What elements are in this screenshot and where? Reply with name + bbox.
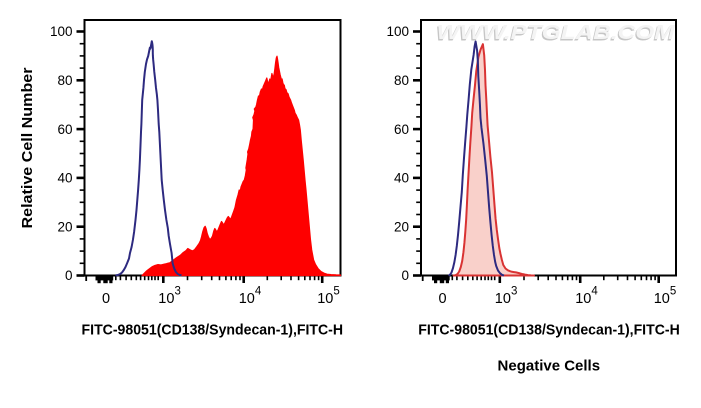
svg-text:3: 3 [511,285,517,297]
svg-text:0: 0 [65,268,73,283]
svg-text:20: 20 [57,219,72,234]
svg-text:0: 0 [102,291,110,307]
svg-text:0: 0 [401,268,409,283]
svg-text:40: 40 [394,171,409,186]
svg-text:60: 60 [394,122,409,137]
svg-text:FITC-98051(CD138/Syndecan-1),F: FITC-98051(CD138/Syndecan-1),FITC-H [82,322,344,339]
svg-text:4: 4 [255,285,262,297]
svg-text:4: 4 [591,285,598,297]
svg-text:10: 10 [575,291,591,307]
svg-text:10: 10 [239,291,255,307]
svg-text:10: 10 [495,291,511,307]
svg-text:Relative Cell Number: Relative Cell Number [19,67,36,228]
svg-text:FITC-98051(CD138/Syndecan-1),F: FITC-98051(CD138/Syndecan-1),FITC-H [418,322,680,339]
svg-text:100: 100 [50,24,73,39]
svg-text:10: 10 [654,291,670,307]
svg-text:60: 60 [57,122,72,137]
svg-text:20: 20 [394,219,409,234]
svg-text:0: 0 [439,291,447,307]
svg-text:10: 10 [317,291,333,307]
svg-text:10: 10 [158,291,174,307]
svg-text:3: 3 [175,285,181,297]
svg-text:100: 100 [386,24,409,39]
svg-text:5: 5 [333,285,339,297]
svg-text:40: 40 [57,171,72,186]
svg-text:80: 80 [394,73,409,88]
svg-text:WWW.PTGLAB.COM: WWW.PTGLAB.COM [435,22,674,45]
svg-text:WWW.PTGLAB.COM: WWW.PTGLAB.COM [437,21,676,44]
svg-text:80: 80 [57,73,72,88]
svg-text:5: 5 [670,285,676,297]
svg-text:Negative Cells: Negative Cells [498,358,601,375]
